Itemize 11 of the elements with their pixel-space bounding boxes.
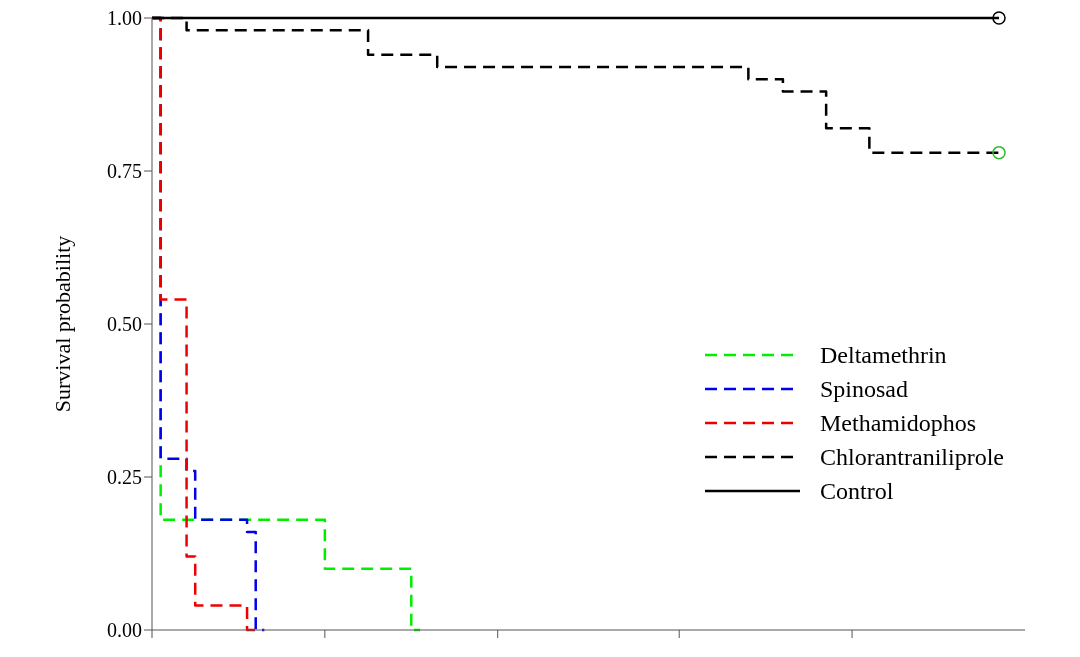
y-tick-label: 0.75 bbox=[107, 160, 142, 183]
legend-label: Deltamethrin bbox=[820, 341, 947, 369]
legend-label: Spinosad bbox=[820, 375, 909, 403]
y-axis-title: Survival probability bbox=[49, 235, 75, 413]
legend-label: Control bbox=[820, 477, 894, 505]
y-tick-label: 0.00 bbox=[107, 619, 142, 642]
y-tick-label: 0.25 bbox=[107, 466, 142, 489]
legend-label: Methamidophos bbox=[820, 409, 976, 437]
legend-label: Chlorantraniliprole bbox=[820, 443, 1004, 471]
y-tick-label: 0.50 bbox=[107, 313, 142, 336]
y-tick-label: 1.00 bbox=[107, 7, 142, 30]
